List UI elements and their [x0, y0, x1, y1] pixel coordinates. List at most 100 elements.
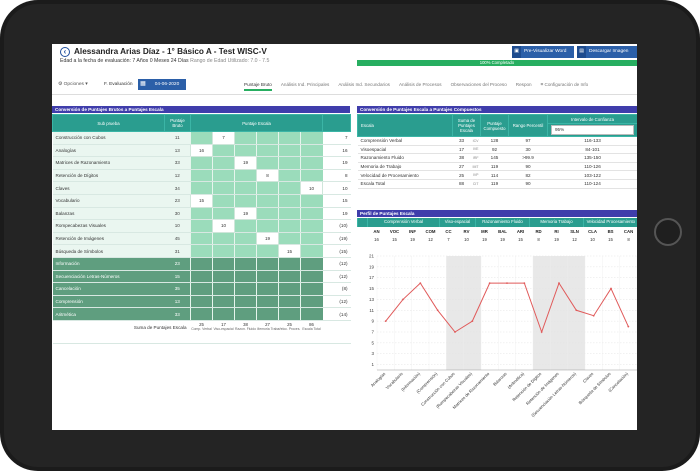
scaled-grid-cell [256, 144, 279, 158]
tab-item[interactable]: Puntaje Bruto [244, 80, 272, 91]
sum-value: 27 [265, 321, 270, 327]
composite-interval: 135-150 [547, 153, 637, 163]
scaled-grid-cell [190, 270, 213, 284]
scaled-grid-cell [234, 219, 257, 233]
page-title: Alessandra Arias Díaz - 1° Básico A - Te… [74, 47, 267, 56]
profile-chart: 1 3 5 7 9 11 13 15 17 19 21 Analogías Vocabulario (In… [357, 252, 637, 430]
data-point [575, 309, 578, 312]
sum-value: 86 [309, 321, 314, 327]
sum-blank [322, 320, 351, 344]
table-row: Claves 34 10 10 [52, 181, 351, 195]
profile-chart-svg: 13579111315171921AnalogíasVocabulario(In… [369, 254, 637, 418]
scaled-grid-cell [299, 131, 323, 145]
sum-label-cell: Memoria Trabajo [256, 326, 279, 331]
subtest-name: Búsqueda de Símbolos [52, 244, 165, 258]
raw-score: 15 [164, 270, 191, 284]
scaled-score: (10) [322, 219, 351, 233]
scaled-score: 19 [322, 156, 351, 170]
subtest-scaled-value: 16 [374, 236, 379, 242]
subtest-name: Balanzas [52, 207, 165, 221]
col-header-scaled: Puntaje Escala [189, 114, 324, 132]
scaled-grid-cell [234, 194, 257, 208]
raw-to-scaled-table: Sub prueba Puntaje Bruto Puntaje Escala … [52, 114, 352, 344]
y-tick-label: 7 [371, 330, 374, 335]
composite-percentile: 97 [508, 136, 548, 146]
composite-abbr: CIT [470, 179, 481, 189]
table-row: Velocidad de Procesamiento 25 IVP 114 82 103-… [357, 170, 637, 180]
calendar-icon[interactable]: ▦ [138, 79, 148, 90]
raw-score: 45 [164, 232, 191, 246]
completion-progress-bar: 100% Completado [357, 60, 637, 66]
composite-name: Escala Total [357, 179, 453, 189]
composite-name: Razonamiento Fluido [357, 153, 453, 163]
back-arrow-icon[interactable]: ‹ [60, 47, 70, 57]
home-button[interactable] [654, 218, 682, 246]
composite-percentile: 82 [508, 170, 548, 180]
scaled-score: (8) [322, 282, 351, 296]
raw-score: 12 [164, 169, 191, 183]
subtest-scaled-value: 7 [447, 236, 450, 242]
scaled-grid-cell [190, 181, 213, 195]
table-row: Comprensión 13 (12) [52, 295, 351, 309]
subtest-name: Claves [52, 181, 165, 195]
profile-group-header: Viso-espacial [438, 218, 476, 227]
composite-score: 92 [480, 145, 509, 155]
subtest-name: Comprensión [52, 295, 165, 309]
scaled-score-cell: 10 [299, 181, 324, 195]
scaled-grid-cell [278, 194, 301, 208]
scaled-score-cell: 10 [212, 219, 235, 233]
chart-band [533, 256, 585, 370]
profile-table: Comprensión Verbal Viso-espacial Razonamie… [357, 218, 637, 243]
fecha-evaluacion-input[interactable]: 04-06-2020 [148, 79, 186, 90]
scaled-grid-cell [299, 257, 323, 271]
scaled-grid-cell [190, 131, 213, 145]
tab-item[interactable]: ⌗ Configuración de Info [541, 80, 589, 89]
composite-abbr: IVE [470, 145, 481, 155]
table-row: Matrices de Razonamiento 33 19 19 [52, 156, 351, 170]
tab-item[interactable]: Respon [516, 80, 532, 89]
data-point [558, 282, 560, 285]
x-tick-label: Claves [582, 371, 595, 384]
y-tick-label: 21 [369, 254, 375, 259]
table-row: Rompecabezas Visuales 10 10 (10) [52, 219, 351, 233]
composite-sum: 33 [452, 136, 471, 146]
options-label: Opciones [63, 82, 84, 87]
options-dropdown[interactable]: ⚙ Opciones ▾ [58, 82, 88, 87]
sum-cell: 17 Viso-espacial [212, 320, 235, 344]
composite-interval: 110-124 [547, 179, 637, 189]
y-tick-label: 9 [371, 319, 374, 324]
x-tick-label: Balanzas [492, 371, 508, 387]
tab-item[interactable]: Análisis de Procesos [399, 80, 442, 89]
preview-word-button[interactable]: ▣ Pre-Visualizar Word [512, 46, 574, 58]
composite-sum: 38 [452, 153, 471, 163]
tab-item[interactable]: Análisis Ind. Principales [281, 80, 330, 89]
composite-sum: 25 [452, 170, 471, 180]
tab-item[interactable]: Observaciones del Proceso [451, 80, 507, 89]
scaled-score-cell: 19 [234, 206, 257, 221]
scaled-score-cell: 8 [256, 168, 279, 183]
scaled-score: 15 [322, 194, 351, 208]
subtest-name: Vocabulario [52, 194, 165, 208]
composite-score: 145 [480, 153, 509, 163]
col-header-suma: Suma de Puntajes Escala [452, 114, 481, 137]
sum-value: 25 [199, 321, 204, 327]
profile-group-header: Memoria Trabajo [529, 218, 584, 227]
age-at-evaluation: Edad a la fecha de evaluación: 7 Años 0 … [60, 58, 189, 64]
scaled-grid-cell [256, 270, 279, 284]
fecha-evaluacion-label: F. Evaluación [104, 82, 133, 87]
subtest-name: Construcción con Cubos [52, 131, 165, 145]
y-tick-label: 15 [369, 286, 375, 291]
scaled-grid-cell [190, 244, 213, 258]
scaled-grid-cell [212, 207, 235, 221]
save-icon: ▣ [512, 46, 521, 58]
download-image-button[interactable]: ▤ Descargar Imagen [577, 46, 637, 58]
raw-score: 33 [164, 156, 191, 170]
tab-label: Análisis Ind. Principales [280, 82, 330, 87]
scaled-grid-cell [234, 270, 257, 284]
subtest-code: ARI [516, 228, 525, 234]
scaled-grid-cell [278, 144, 301, 158]
confidence-interval-select[interactable]: 95% [551, 125, 634, 135]
tab-item[interactable]: Análisis Ind. Secundarios [338, 80, 390, 89]
tab-label: Análisis Ind. Secundarios [338, 82, 390, 87]
profile-title: Perfil de Puntajes Escala [357, 210, 637, 217]
